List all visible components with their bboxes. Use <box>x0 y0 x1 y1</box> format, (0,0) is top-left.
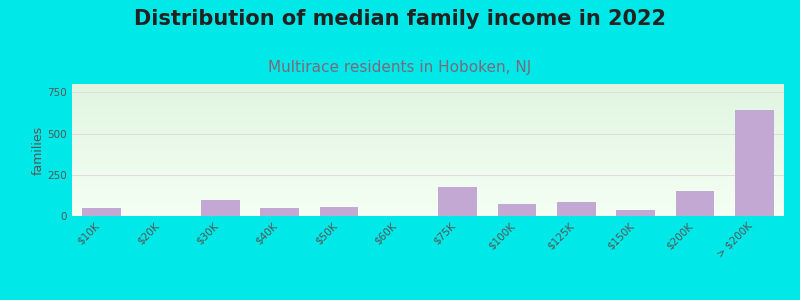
Bar <box>676 191 714 216</box>
Y-axis label: families: families <box>32 125 45 175</box>
Bar <box>82 208 121 216</box>
Bar <box>260 208 299 216</box>
Bar <box>438 187 477 216</box>
Bar <box>616 210 655 216</box>
Bar <box>735 110 774 216</box>
Bar <box>201 200 240 216</box>
Text: Distribution of median family income in 2022: Distribution of median family income in … <box>134 9 666 29</box>
Bar <box>557 202 596 216</box>
Bar <box>498 205 536 216</box>
Bar <box>320 207 358 216</box>
Text: Multirace residents in Hoboken, NJ: Multirace residents in Hoboken, NJ <box>268 60 532 75</box>
